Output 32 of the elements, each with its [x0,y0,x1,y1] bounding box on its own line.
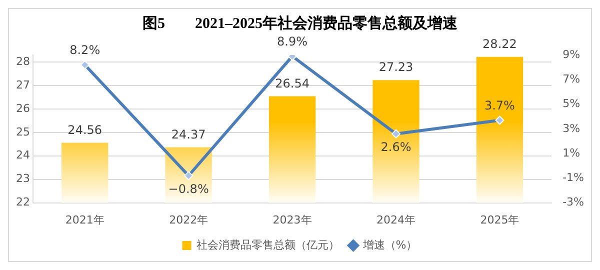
legend-label: 增速（%） [362,238,418,252]
y-tick-label: 26 [16,102,30,115]
y2-tick-label: 3% [562,122,580,135]
data-label: 27.23 [378,60,414,74]
data-label: 3.7% [484,98,515,112]
y-tick-label: 27 [16,78,30,92]
y-tick-label: 22 [16,196,30,209]
y2-tick-label: 5% [562,97,580,110]
data-label: 28.22 [482,37,517,51]
data-label: 26.54 [275,76,310,90]
y2-tick-label: 9% [562,48,580,61]
y-tick-label: 28 [16,54,30,68]
x-tick-label: 2024年 [376,213,416,226]
y2-tick-label: 7% [562,72,580,86]
y-tick-label: 25 [16,125,30,138]
y2-tick-label: -1% [562,171,584,184]
data-label: 8.9% [277,34,308,48]
legend-label: 社会消费品零售总额（亿元） [196,238,340,252]
y-tick-label: 23 [16,172,30,186]
data-label: 24.37 [171,127,206,142]
y-tick-label: 24 [16,148,30,162]
x-tick-label: 2025年 [480,213,520,226]
y2-tick-label: -3% [562,196,584,209]
chart-title: 图5 2021–2025年社会消费品零售总额及增速 [142,14,458,32]
data-label: 8.2% [70,42,100,57]
x-tick-label: 2021年 [65,213,104,226]
x-tick-label: 2023年 [272,213,312,226]
data-label: −0.8% [168,182,209,196]
x-tick-label: 2022年 [169,213,208,226]
data-label: 24.56 [68,122,102,137]
y2-tick-label: 1% [562,146,580,160]
data-label: 2.6% [380,140,412,154]
